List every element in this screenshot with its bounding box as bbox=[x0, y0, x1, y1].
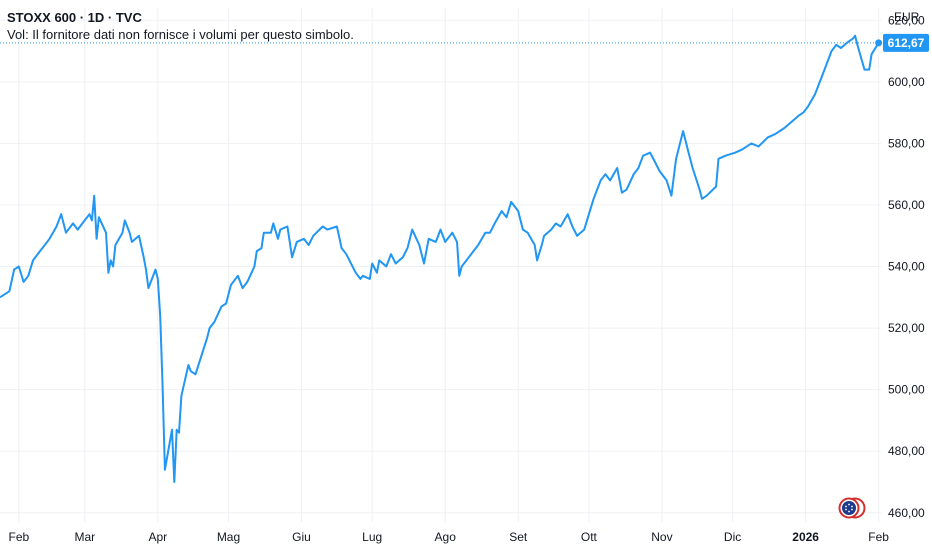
symbol-title[interactable]: STOXX 600 · 1D · TVC bbox=[7, 10, 142, 25]
time-axis[interactable]: Feb Mar Apr Mag Giu Lug Ago Set Ott Nov Dic 2026 Feb bbox=[9, 530, 890, 544]
x-tick-label: Ott bbox=[581, 530, 598, 544]
last-point-marker bbox=[875, 39, 883, 47]
x-tick-label: Apr bbox=[148, 530, 167, 544]
series-line bbox=[0, 34, 880, 483]
price-axis[interactable]: 620,00 600,00 580,00 560,00 540,00 520,00 500,… bbox=[888, 13, 925, 519]
last-price-badge bbox=[883, 33, 929, 52]
x-tick-label: Set bbox=[509, 530, 528, 544]
last-price-label: 612,67 bbox=[888, 36, 925, 50]
y-tick-label: 460,00 bbox=[888, 506, 925, 520]
y-tick-label: 620,00 bbox=[888, 13, 925, 27]
y-tick-label: 600,00 bbox=[888, 75, 925, 89]
volume-notice: Vol: Il fornitore dati non fornisce i vo… bbox=[7, 27, 354, 42]
x-tick-label: Lug bbox=[362, 530, 382, 544]
y-tick-label: 580,00 bbox=[888, 136, 925, 150]
x-tick-label: Dic bbox=[724, 530, 741, 544]
x-tick-label: Giu bbox=[292, 530, 311, 544]
y-tick-label: 500,00 bbox=[888, 383, 925, 397]
x-tick-label: Nov bbox=[651, 530, 672, 544]
x-tick-label: 2026 bbox=[792, 530, 819, 544]
x-tick-label: Mag bbox=[217, 530, 240, 544]
y-tick-label: 480,00 bbox=[888, 444, 925, 458]
last-price-layer: 612,67 bbox=[0, 33, 929, 52]
y-tick-label: 520,00 bbox=[888, 321, 925, 335]
currency-label[interactable]: EUR bbox=[894, 10, 920, 24]
x-tick-label: Feb bbox=[9, 530, 30, 544]
x-tick-label: Feb bbox=[868, 530, 889, 544]
grid bbox=[0, 8, 881, 522]
y-tick-label: 540,00 bbox=[888, 260, 925, 274]
tradingview-logo-icon[interactable] bbox=[837, 497, 867, 519]
x-tick-label: Ago bbox=[435, 530, 457, 544]
x-tick-label: Mar bbox=[74, 530, 95, 544]
series-line-layer bbox=[0, 34, 880, 483]
y-tick-label: 560,00 bbox=[888, 198, 925, 212]
